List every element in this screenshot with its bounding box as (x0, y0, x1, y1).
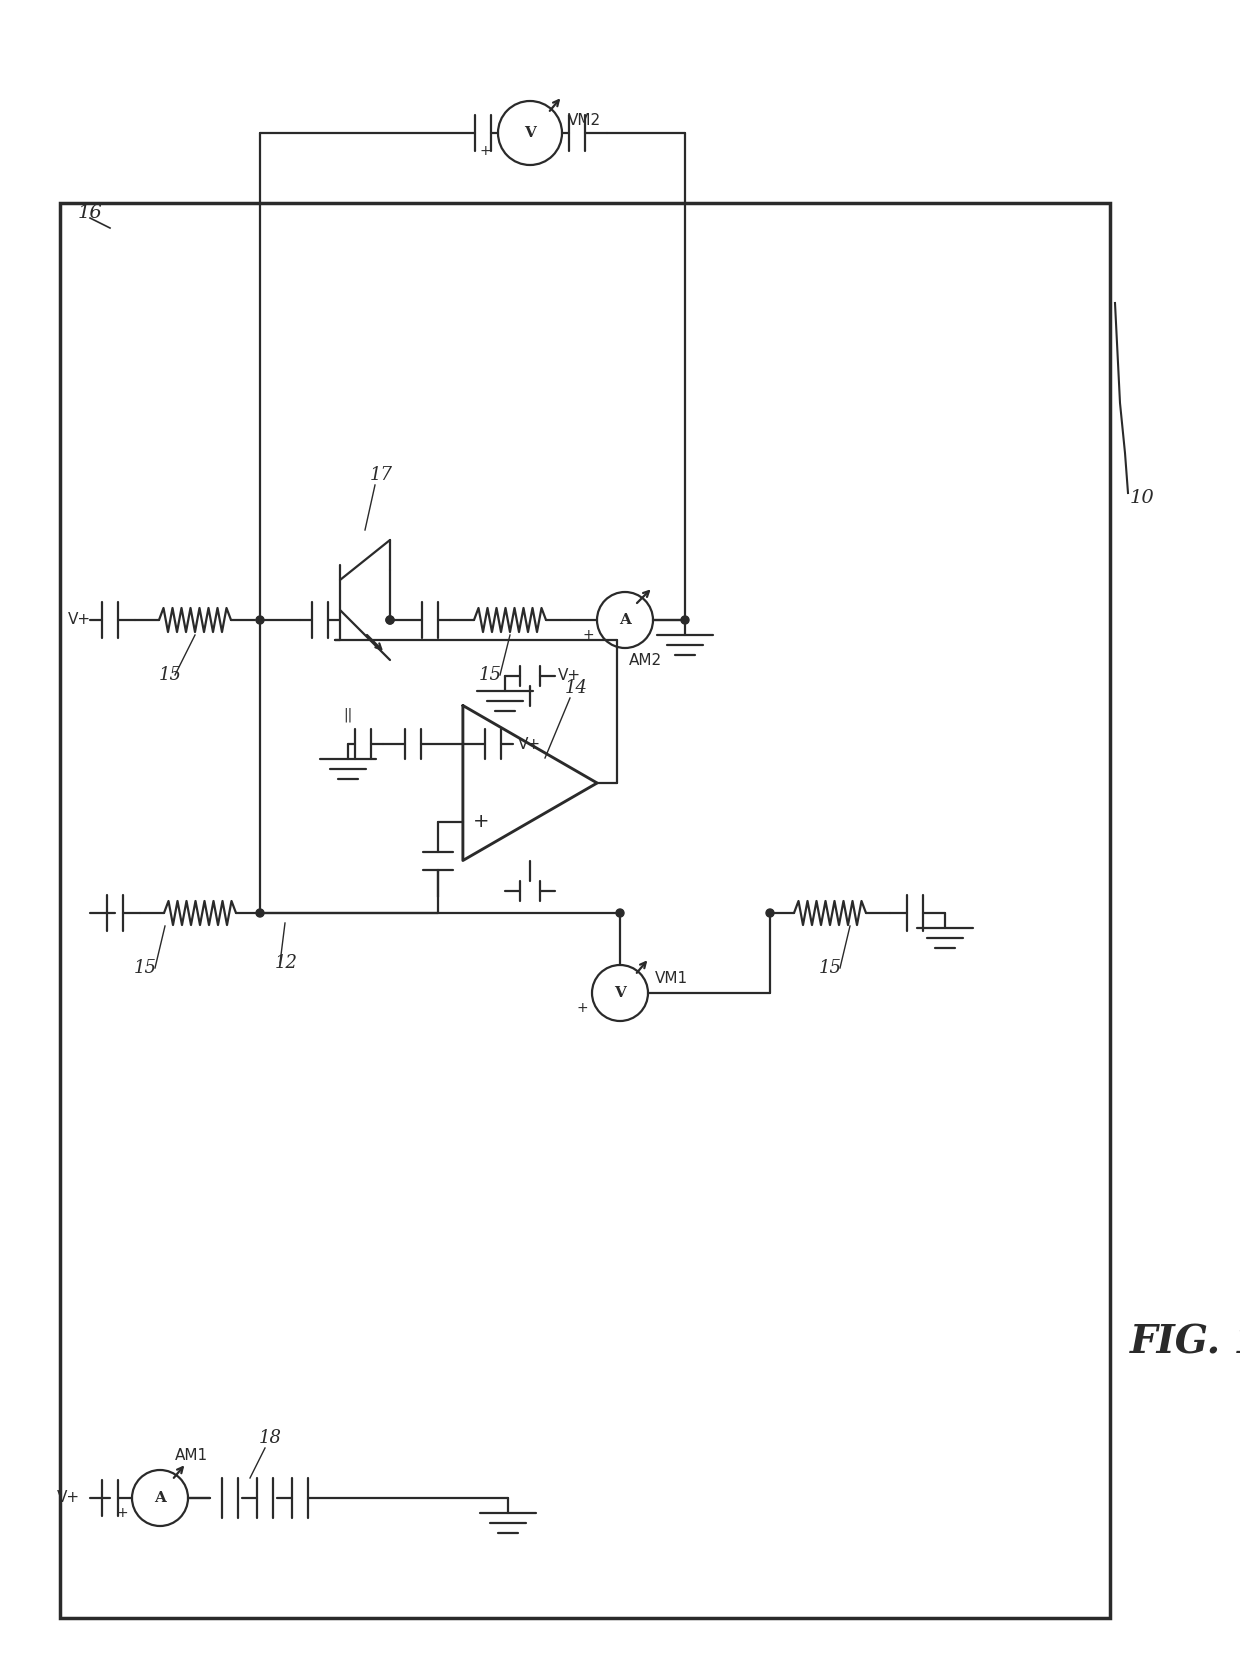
Text: VM1: VM1 (655, 970, 688, 985)
Text: 15: 15 (134, 959, 156, 977)
Text: VM2: VM2 (568, 112, 601, 127)
Circle shape (386, 617, 394, 623)
Text: 15: 15 (818, 959, 842, 977)
Text: A: A (619, 613, 631, 626)
Circle shape (255, 909, 264, 917)
Text: 18: 18 (258, 1428, 281, 1446)
Text: +: + (577, 1002, 588, 1015)
Circle shape (616, 909, 624, 917)
Text: -: - (477, 734, 485, 754)
Text: 16: 16 (78, 203, 103, 222)
Text: +: + (479, 144, 491, 159)
Text: V+: V+ (518, 737, 541, 752)
Text: V: V (525, 126, 536, 141)
Text: +: + (117, 1506, 128, 1521)
Text: 15: 15 (479, 666, 501, 684)
Bar (60, 203, 1110, 1618)
Text: 10: 10 (1130, 489, 1154, 507)
Text: V+: V+ (57, 1491, 81, 1506)
Text: 14: 14 (565, 679, 588, 698)
Circle shape (255, 617, 264, 623)
Text: AM1: AM1 (175, 1448, 208, 1463)
Text: 15: 15 (159, 666, 181, 684)
Circle shape (386, 617, 394, 623)
Text: V+: V+ (558, 668, 582, 683)
Text: V+: V+ (68, 613, 91, 628)
Circle shape (681, 617, 689, 623)
Text: 12: 12 (275, 954, 298, 972)
Text: AM2: AM2 (629, 653, 662, 668)
Text: +: + (472, 812, 489, 831)
Text: FIG. 1A: FIG. 1A (1130, 1324, 1240, 1362)
Text: +: + (583, 628, 594, 641)
Circle shape (766, 909, 774, 917)
Text: V: V (614, 985, 626, 1000)
Text: 17: 17 (370, 466, 393, 484)
Text: A: A (154, 1491, 166, 1504)
Text: ||: || (343, 707, 352, 721)
